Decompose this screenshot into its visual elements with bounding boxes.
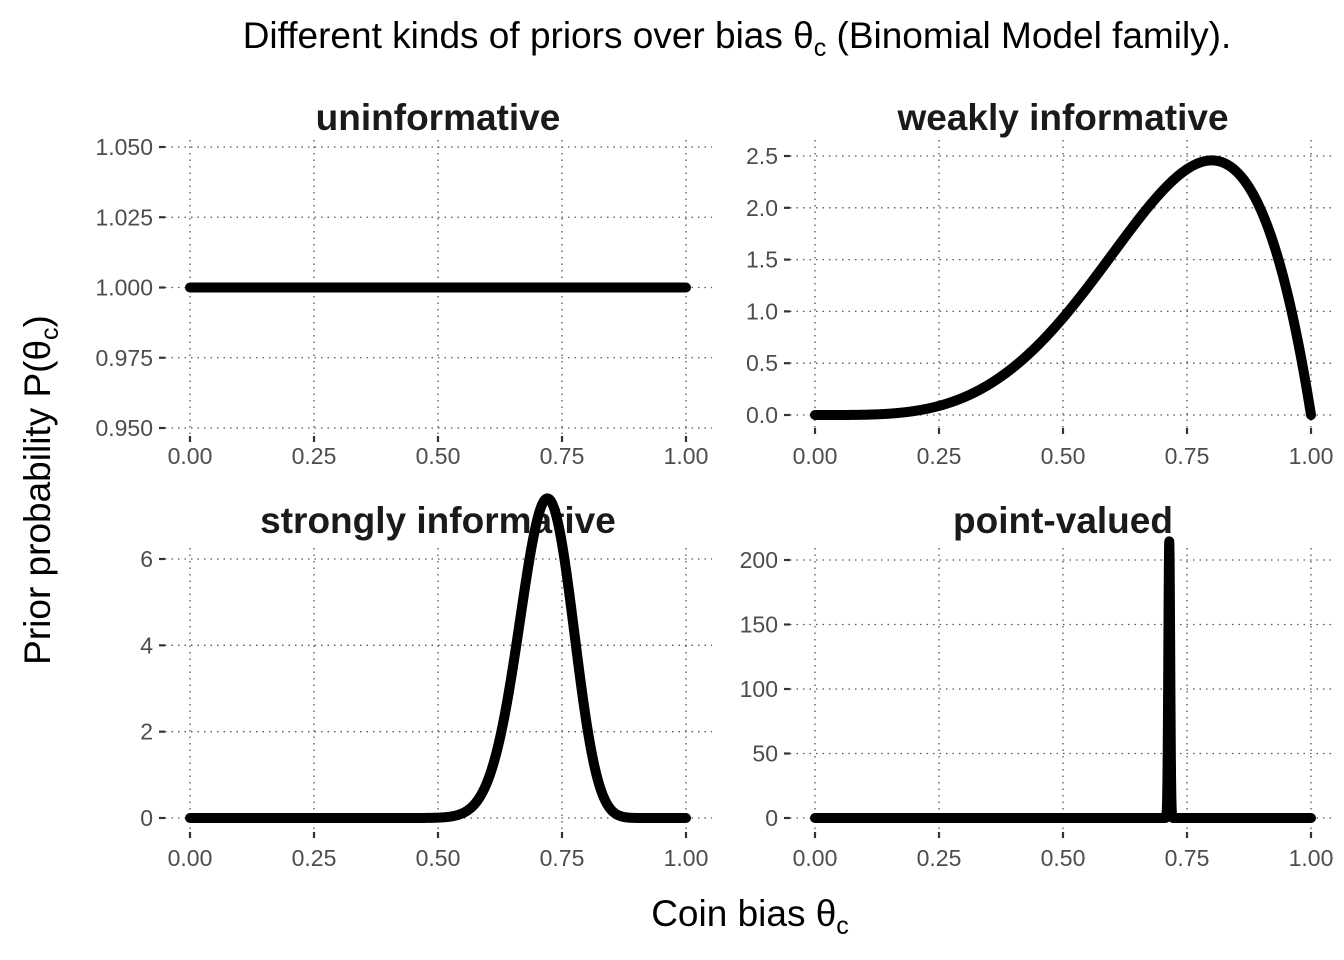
y-tick-label: 1.050 (95, 134, 153, 160)
y-tick-label: 1.025 (95, 204, 153, 230)
x-tick-label: 0.25 (292, 845, 337, 871)
y-axis-title: Prior probability P(θc) (17, 315, 64, 665)
panel-point-valued: point-valued 0.00 0.25 0.50 0.75 1.00 0 50 100 15… (740, 500, 1336, 871)
x-tick-label: 1.00 (1289, 845, 1334, 871)
density-curve (185, 493, 691, 823)
y-tick-label: 1.5 (746, 247, 778, 273)
y-tick-label: 0.975 (95, 345, 153, 371)
panel-uninformative: uninformative 0.00 0.25 0.50 0.75 1.00 0.950 0.… (95, 97, 712, 469)
y-tick-label: 0.5 (746, 350, 778, 376)
y-tick-label: 2.0 (746, 195, 778, 221)
x-tick-label: 1.00 (664, 845, 709, 871)
y-tick-label: 0 (140, 805, 153, 831)
x-tick-label: 1.00 (1289, 443, 1334, 469)
x-tick-label: 0.00 (168, 845, 213, 871)
x-tick-label: 0.50 (416, 443, 461, 469)
panel-title: uninformative (316, 97, 561, 138)
x-tick-label: 0.00 (793, 845, 838, 871)
y-tick-label: 1.0 (746, 298, 778, 324)
x-tick-label: 0.75 (540, 443, 585, 469)
y-tick-label: 4 (140, 632, 153, 658)
x-tick-label: 0.75 (1165, 845, 1210, 871)
x-tick-label: 0.50 (416, 845, 461, 871)
x-tick-label: 0.50 (1041, 443, 1086, 469)
x-tick-label: 0.25 (292, 443, 337, 469)
y-tick-label: 200 (740, 547, 778, 573)
y-tick-label: 50 (752, 741, 778, 767)
panel-weakly-informative: weakly informative 0.00 0.25 0.50 0.75 1.00 0.… (746, 97, 1336, 469)
density-curve (810, 536, 1316, 823)
y-tick-label: 0.950 (95, 415, 153, 441)
y-tick-label: 6 (140, 546, 153, 572)
x-axis-title: Coin bias θc (651, 893, 849, 940)
x-tick-label: 0.00 (168, 443, 213, 469)
panel-title: point-valued (953, 500, 1173, 541)
y-tick-label: 100 (740, 676, 778, 702)
y-tick-label: 2 (140, 719, 153, 745)
x-tick-label: 0.75 (1165, 443, 1210, 469)
y-tick-label: 0.0 (746, 402, 778, 428)
x-tick-label: 0.75 (540, 845, 585, 871)
y-tick-label: 2.5 (746, 143, 778, 169)
density-curve (810, 155, 1316, 420)
y-tick-label: 0 (765, 805, 778, 831)
x-tick-label: 0.50 (1041, 845, 1086, 871)
x-tick-label: 0.25 (917, 443, 962, 469)
x-tick-label: 0.25 (917, 845, 962, 871)
y-tick-label: 1.000 (95, 275, 153, 301)
chart-title: Different kinds of priors over bias θc (… (243, 15, 1232, 62)
x-tick-label: 0.00 (793, 443, 838, 469)
x-tick-label: 1.00 (664, 443, 709, 469)
panel-title: weakly informative (896, 97, 1228, 138)
y-tick-label: 150 (740, 612, 778, 638)
